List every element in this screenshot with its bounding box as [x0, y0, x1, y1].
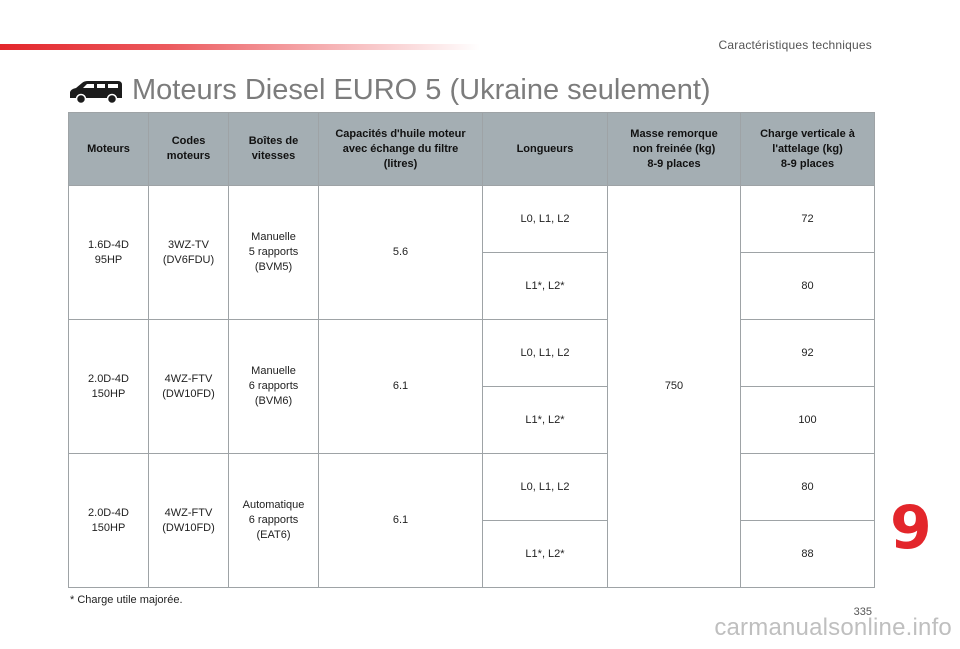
column-header-charge-verticale: Charge verticale à l'attelage (kg) 8-9 p…: [740, 112, 875, 186]
van-icon: [70, 81, 122, 105]
chapter-number: 9: [890, 493, 932, 563]
column-header-moteurs: Moteurs: [68, 112, 149, 186]
table-row: L1*, L2* 100: [69, 386, 875, 454]
vertical-load-cell: 80: [740, 252, 875, 320]
oil-capacity-cell: 5.6: [318, 185, 483, 320]
table-row: 2.0D-4D 150HP 4WZ-FTV (DW10FD) Automatiq…: [68, 453, 875, 588]
vertical-load-cell: 100: [740, 386, 875, 454]
length-cell: L0, L1, L2: [482, 453, 608, 521]
page-number: 335: [853, 606, 872, 618]
table-row: L1*, L2* 80: [69, 252, 875, 320]
vertical-load-cell: 80: [740, 453, 875, 521]
oil-capacity-cell: 6.1: [318, 453, 483, 588]
length-cell: L1*, L2*: [482, 520, 608, 588]
page-title: Moteurs Diesel EURO 5 (Ukraine seulement…: [132, 74, 711, 106]
section-title: Caractéristiques techniques: [718, 38, 872, 52]
engine-cell: 2.0D-4D 150HP: [68, 453, 149, 588]
gearbox-cell: Manuelle 5 rapports (BVM5): [228, 185, 319, 320]
engine-cell: 2.0D-4D 150HP: [68, 319, 149, 454]
length-cell: L1*, L2*: [482, 252, 608, 320]
trailer-mass-cell: 750: [607, 185, 741, 588]
engine-code-cell: 4WZ-FTV (DW10FD): [148, 453, 229, 588]
gearbox-cell: Automatique 6 rapports (EAT6): [228, 453, 319, 588]
column-header-codes-moteurs: Codes moteurs: [148, 112, 229, 186]
column-header-boites: Boîtes de vitesses: [228, 112, 319, 186]
engine-code-cell: 4WZ-FTV (DW10FD): [148, 319, 229, 454]
table-row: 1.6D-4D 95HP 3WZ-TV (DV6FDU) Manuelle 5 …: [68, 185, 875, 588]
footnote: * Charge utile majorée.: [70, 594, 183, 606]
vertical-load-cell: 88: [740, 520, 875, 588]
column-header-masse-remorque: Masse remorque non freinée (kg) 8-9 plac…: [607, 112, 741, 186]
length-cell: L0, L1, L2: [482, 319, 608, 387]
engine-spec-table: Moteurs Codes moteurs Boîtes de vitesses…: [68, 112, 875, 588]
length-cell: L0, L1, L2: [482, 185, 608, 253]
top-accent-bar: [0, 44, 480, 50]
table-row: L1*, L2* 88: [69, 520, 875, 588]
gearbox-cell: Manuelle 6 rapports (BVM6): [228, 319, 319, 454]
vertical-load-cell: 92: [740, 319, 875, 387]
engine-cell: 1.6D-4D 95HP: [68, 185, 149, 320]
column-header-longueurs: Longueurs: [482, 112, 608, 186]
vertical-load-cell: 72: [740, 185, 875, 253]
table-header-row: Moteurs Codes moteurs Boîtes de vitesses…: [68, 112, 875, 186]
table-row: 2.0D-4D 150HP 4WZ-FTV (DW10FD) Manuelle …: [68, 319, 875, 454]
engine-code-cell: 3WZ-TV (DV6FDU): [148, 185, 229, 320]
watermark[interactable]: carmanualsonline.info: [714, 614, 952, 641]
length-cell: L1*, L2*: [482, 386, 608, 454]
column-header-huile: Capacités d'huile moteur avec échange du…: [318, 112, 483, 186]
oil-capacity-cell: 6.1: [318, 319, 483, 454]
